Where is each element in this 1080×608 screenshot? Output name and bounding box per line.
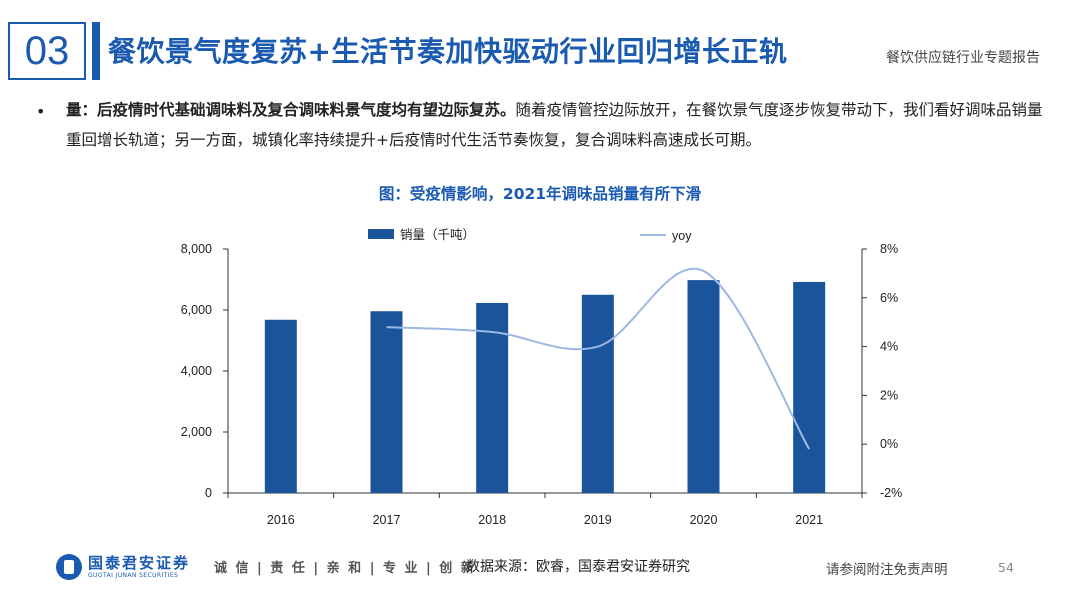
right-tick-label: 0% <box>880 437 898 451</box>
sales-chart: 0 2,000 4,000 6,000 8,000 -2% 0% 2% 4% 6% 8% 2016 20… <box>181 227 903 527</box>
page-title: 餐饮景气度复苏+生活节奏加快驱动行业回归增长正轨 <box>108 35 788 68</box>
x-tick-label: 2016 <box>267 513 295 527</box>
right-tick-label: 2% <box>880 388 898 402</box>
bullet-paragraph: 量：后疫情时代基础调味料及复合调味料景气度均有望边际复苏。随着疫情管控边际放开，… <box>66 95 1056 155</box>
left-tick-label: 2,000 <box>181 425 212 439</box>
bar-2020 <box>687 280 720 493</box>
x-tick-label: 2021 <box>795 513 823 527</box>
logo-emblem-icon <box>56 554 82 580</box>
report-tag: 餐饮供应链行业专题报告 <box>886 50 1040 66</box>
title-accent-bar <box>92 22 100 80</box>
bar-2021 <box>793 281 826 493</box>
yoy-line <box>386 267 811 450</box>
right-tick-label: 8% <box>880 242 898 256</box>
bar-2019 <box>581 294 614 493</box>
bullet-lead: 量：后疫情时代基础调味料及复合调味料景气度均有望边际复苏。 <box>66 101 516 119</box>
chart-title: 图：受疫情影响，2021年调味品销量有所下滑 <box>378 185 702 203</box>
bar-2016 <box>264 319 297 493</box>
section-number: 03 <box>8 22 86 80</box>
bullet-marker: • <box>36 102 46 121</box>
left-tick-label: 6,000 <box>181 303 212 317</box>
logo-name-cn: 国泰君安证券 <box>88 553 191 572</box>
right-tick-label: -2% <box>880 486 902 500</box>
x-tick-label: 2018 <box>478 513 506 527</box>
left-tick-label: 0 <box>205 486 212 500</box>
x-tick-label: 2020 <box>690 513 718 527</box>
page-number: 54 <box>998 560 1014 575</box>
legend-bar-label: 销量（千吨） <box>400 227 475 242</box>
left-tick-label: 8,000 <box>181 242 212 256</box>
legend-bar-swatch <box>368 229 394 239</box>
left-tick-label: 4,000 <box>181 364 212 378</box>
bar-2017 <box>370 311 403 493</box>
disclaimer-link[interactable]: 请参阅附注免责声明 <box>826 562 948 578</box>
company-logo: 国泰君安证券 GUOTAI JUNAN SECURITIES <box>56 554 190 580</box>
x-tick-label: 2019 <box>584 513 612 527</box>
right-tick-label: 4% <box>880 340 898 354</box>
bullet-body: 随着疫情管控边际放开，在餐饮景气度逐步恢复带动下，我们看好调味品销量重回增长轨道… <box>66 101 1043 149</box>
company-slogan: 诚 信 | 责 任 | 亲 和 | 专 业 | 创 新 <box>214 561 476 576</box>
data-source: 数据来源：欧睿，国泰君安证券研究 <box>466 559 690 575</box>
bar-2018 <box>476 302 509 493</box>
x-tick-label: 2017 <box>373 513 401 527</box>
right-tick-label: 6% <box>880 291 898 305</box>
legend-line-label: yoy <box>672 229 692 243</box>
logo-name-en: GUOTAI JUNAN SECURITIES <box>88 571 179 579</box>
